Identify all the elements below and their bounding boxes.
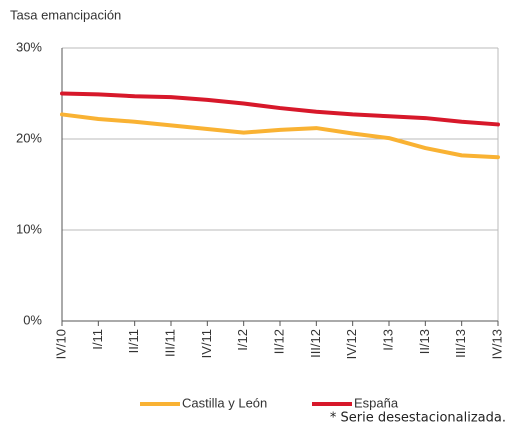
series-line bbox=[60, 112, 500, 160]
x-tick-label: IV/10 bbox=[53, 329, 68, 359]
x-tick-label: I/11 bbox=[90, 329, 105, 350]
y-tick-label: 0% bbox=[23, 312, 42, 327]
x-tick-label: II/13 bbox=[417, 329, 432, 354]
legend-label: Castilla y León bbox=[182, 395, 267, 410]
x-tick-label: I/13 bbox=[380, 329, 395, 351]
x-tick-label: IV/13 bbox=[489, 329, 504, 359]
footnote: * Serie desestacionalizada. bbox=[330, 411, 506, 426]
y-tick-label: 30% bbox=[16, 39, 42, 54]
y-tick-label: 10% bbox=[16, 221, 42, 236]
x-tick-label: III/11 bbox=[162, 329, 177, 357]
y-axis-label: Tasa emancipación bbox=[10, 7, 121, 22]
x-tick-label: II/11 bbox=[126, 329, 141, 353]
x-tick-label: IV/11 bbox=[199, 329, 214, 358]
x-tick-label: I/12 bbox=[235, 329, 250, 351]
series-line bbox=[60, 91, 500, 127]
x-tick-label: III/12 bbox=[308, 329, 323, 358]
x-tick-label: III/13 bbox=[453, 329, 468, 358]
x-tick-label: II/12 bbox=[271, 329, 286, 354]
x-tick-label: IV/12 bbox=[344, 329, 359, 359]
legend-label: España bbox=[354, 395, 399, 410]
y-tick-label: 20% bbox=[16, 130, 42, 145]
